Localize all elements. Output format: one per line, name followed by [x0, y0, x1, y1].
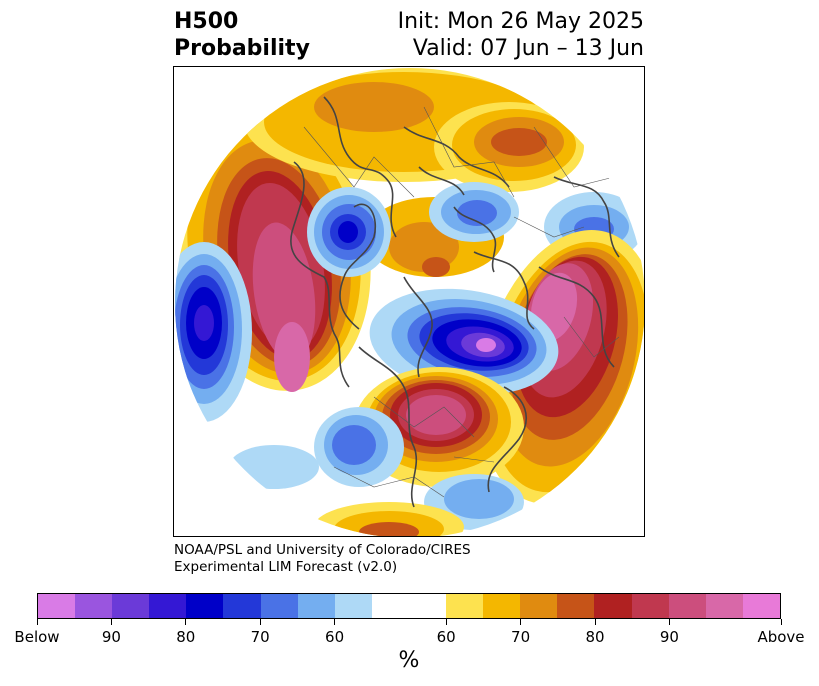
colorbar-tick — [668, 619, 670, 625]
colorbar-unit: % — [398, 648, 420, 673]
colorbar-segment — [594, 594, 632, 618]
colorbar-segment — [483, 594, 521, 618]
colorbar-tick — [445, 619, 447, 625]
colorbar-segment — [408, 594, 447, 618]
colorbar-tick — [259, 619, 261, 625]
colorbar-tick — [334, 619, 336, 625]
colorbar-tick-label: 80 — [176, 628, 196, 646]
probability-map — [175, 68, 644, 536]
colorbar-tick-label: 60 — [436, 628, 456, 646]
colorbar-tick-label: 70 — [250, 628, 270, 646]
political-boundaries — [303, 106, 620, 498]
probability-colorbar — [37, 593, 781, 619]
colorbar-segment — [112, 594, 150, 618]
variable-label: H500 — [174, 9, 239, 34]
colorbar-tick — [36, 619, 38, 625]
colorbar-segment — [186, 594, 224, 618]
south-above-anomaly — [314, 502, 464, 536]
colorbar-tick — [594, 619, 596, 625]
colorbar-segment — [75, 594, 113, 618]
colorbar-tick — [780, 619, 782, 625]
colorbar-segment — [631, 594, 669, 618]
colorbar-segment — [446, 594, 484, 618]
colorbar-tick-label: 90 — [101, 628, 121, 646]
colorbar-segment — [371, 594, 409, 618]
colorbar-tick-label: 70 — [511, 628, 531, 646]
colorbar-segment — [38, 594, 76, 618]
colorbar-segment — [668, 594, 706, 618]
colorbar-tick-label: Above — [757, 628, 805, 646]
colorbar-segment — [742, 594, 780, 618]
credit-line-1: NOAA/PSL and University of Colorado/CIRE… — [174, 542, 471, 558]
colorbar-tick-label: Below — [14, 628, 60, 646]
colorbar-tick — [520, 619, 522, 625]
product-label: Probability — [174, 36, 310, 61]
colorbar-segment — [223, 594, 261, 618]
colorbar-tick — [185, 619, 187, 625]
northeast-asia-below-anomaly — [307, 187, 391, 277]
colorbar-segment — [705, 594, 743, 618]
colorbar-tick — [110, 619, 112, 625]
pacific-above-anomaly — [177, 113, 371, 392]
greenland-below-anomaly — [369, 288, 559, 396]
date-block: Init: Mon 26 May 2025 Valid: 07 Jun – 13… — [398, 8, 644, 62]
title-block: H500 Probability — [174, 8, 310, 62]
init-date: Init: Mon 26 May 2025 — [397, 9, 644, 34]
colorbar-segment — [557, 594, 595, 618]
colorbar-segment — [334, 594, 372, 618]
colorbar-segment — [297, 594, 335, 618]
colorbar-segment — [520, 594, 558, 618]
valid-range: Valid: 07 Jun – 13 Jun — [412, 36, 644, 61]
colorbar-tick-label: 90 — [659, 628, 679, 646]
map-panel — [173, 66, 645, 537]
colorbar-tick-label: 60 — [325, 628, 345, 646]
colorbar-segment — [260, 594, 298, 618]
credit-line-2: Experimental LIM Forecast (v2.0) — [174, 559, 398, 575]
colorbar-tick-label: 80 — [585, 628, 605, 646]
credit-text: NOAA/PSL and University of Colorado/CIRE… — [174, 542, 471, 576]
colorbar-segment — [149, 594, 187, 618]
